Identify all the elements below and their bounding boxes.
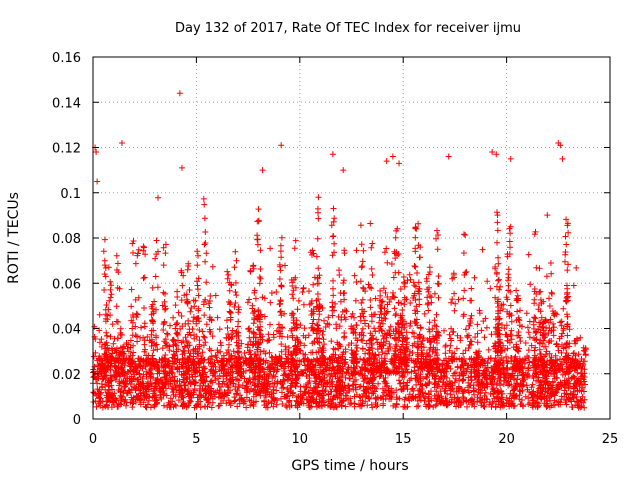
data-point (329, 151, 336, 158)
y-tick-label: 0.02 (52, 368, 81, 383)
points-layer (90, 90, 589, 411)
ticks-layer: 0 5 10 15 20 25 0 0.02 0.04 0.06 0.08 0.1 0.12 0.14 0.… (52, 51, 618, 447)
data-point (557, 142, 564, 149)
data-point (389, 153, 396, 160)
x-tick-label: 5 (192, 432, 200, 447)
data-point (340, 167, 347, 174)
data-point (278, 142, 285, 149)
x-tick-label: 20 (498, 432, 515, 447)
x-tick-label: 25 (602, 432, 619, 447)
data-point (489, 149, 496, 156)
data-point (176, 90, 183, 97)
data-point (94, 178, 101, 185)
data-point (259, 167, 266, 174)
x-tick-label: 10 (292, 432, 309, 447)
data-point (396, 160, 403, 167)
y-tick-label: 0.12 (52, 142, 81, 157)
y-tick-label: 0.08 (52, 232, 81, 247)
grid-layer (93, 57, 610, 419)
y-axis-label: ROTI / TECUs (6, 192, 22, 284)
x-tick-label: 0 (89, 432, 97, 447)
data-point (559, 155, 566, 162)
data-point (315, 194, 322, 201)
x-tick-label: 15 (395, 432, 412, 447)
y-tick-label: 0.14 (52, 96, 81, 111)
data-point (178, 164, 185, 171)
y-tick-label: 0.04 (52, 323, 81, 338)
chart-title: Day 132 of 2017, Rate Of TEC Index for r… (175, 21, 521, 36)
y-tick-label: 0.1 (60, 187, 81, 202)
data-point (445, 153, 452, 160)
data-point (493, 151, 500, 158)
data-point (507, 155, 514, 162)
data-point (383, 158, 390, 165)
data-point (118, 139, 125, 146)
y-tick-label: 0 (73, 413, 81, 428)
x-axis-label: GPS time / hours (291, 458, 408, 474)
y-tick-label: 0.16 (52, 51, 81, 66)
data-point (93, 149, 100, 156)
y-tick-label: 0.06 (52, 277, 81, 292)
data-point-cloud (90, 194, 589, 411)
